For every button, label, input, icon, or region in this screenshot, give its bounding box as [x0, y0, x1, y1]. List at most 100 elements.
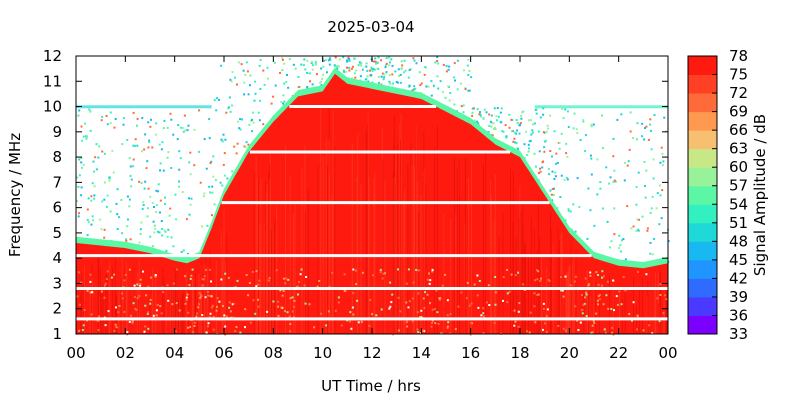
noise-speckle	[80, 125, 83, 128]
texture-dot	[110, 276, 113, 279]
noise-speckle	[178, 185, 180, 188]
noise-speckle	[346, 60, 349, 63]
noise-speckle	[213, 203, 216, 206]
noise-speckle	[354, 76, 357, 79]
x-tick-label: 06	[214, 344, 233, 362]
noise-speckle	[170, 167, 173, 169]
texture-dot	[446, 327, 449, 330]
noise-speckle	[644, 127, 646, 129]
noise-speckle	[258, 119, 261, 122]
texture-dot	[506, 269, 509, 271]
noise-speckle	[158, 143, 161, 146]
texture-dot	[419, 316, 421, 318]
texture-dot	[147, 285, 150, 288]
texture-dot	[113, 329, 116, 332]
noise-speckles	[76, 56, 670, 270]
noise-speckle	[371, 68, 374, 70]
texture-dot	[648, 324, 651, 327]
noise-speckle	[366, 69, 369, 72]
noise-speckle	[375, 62, 377, 65]
noise-speckle	[113, 126, 116, 129]
noise-speckle	[351, 77, 354, 80]
noise-speckle	[612, 137, 615, 140]
texture-dot	[331, 271, 334, 274]
noise-speckle	[390, 58, 393, 61]
texture-dot	[581, 312, 584, 315]
noise-speckle	[646, 227, 649, 230]
noise-speckle	[576, 132, 579, 135]
texture-dot	[244, 326, 246, 329]
noise-speckle	[649, 123, 652, 126]
texture-dot	[255, 270, 258, 273]
noise-speckle	[159, 199, 162, 202]
noise-speckle	[224, 138, 227, 141]
noise-speckle	[660, 146, 663, 149]
noise-speckle	[178, 168, 181, 171]
noise-speckle	[478, 113, 481, 116]
texture-dot	[201, 314, 204, 316]
noise-speckle	[565, 152, 568, 155]
texture-dot	[493, 321, 496, 324]
texture-dot	[389, 305, 392, 308]
texture-dot	[210, 306, 213, 309]
y-tick-label: 12	[43, 47, 62, 65]
texture-dot	[104, 282, 107, 285]
noise-speckle	[355, 69, 358, 72]
noise-speckle	[548, 173, 551, 176]
noise-speckle	[89, 129, 92, 132]
texture-dot	[405, 282, 408, 285]
noise-speckle	[382, 78, 385, 81]
texture-dot	[343, 273, 346, 276]
noise-speckle	[424, 66, 427, 69]
noise-speckle	[547, 127, 550, 130]
noise-speckle	[636, 228, 639, 231]
texture-dot	[134, 307, 137, 310]
noise-speckle	[168, 214, 171, 217]
texture-dot	[615, 295, 618, 298]
noise-speckle	[82, 135, 85, 138]
noise-speckle	[103, 198, 106, 201]
noise-speckle	[391, 64, 394, 67]
noise-speckle	[228, 106, 230, 109]
noise-speckle	[208, 185, 211, 188]
colorbar-tick-label: 54	[729, 195, 748, 213]
noise-speckle	[576, 177, 579, 180]
texture-dot	[632, 301, 635, 304]
texture-dot	[155, 309, 158, 312]
colorbar-segment	[688, 204, 717, 224]
noise-speckle	[553, 130, 556, 133]
texture-dot	[426, 278, 429, 281]
texture-dot	[236, 279, 239, 282]
texture-dot	[513, 324, 516, 327]
noise-speckle	[238, 127, 241, 130]
texture-dot	[616, 303, 619, 306]
noise-speckle	[103, 228, 106, 231]
texture-dot	[244, 308, 247, 311]
noise-speckle	[546, 124, 549, 127]
noise-speckle	[531, 123, 534, 126]
noise-speckle	[380, 75, 383, 78]
texture-dot	[439, 297, 442, 300]
noise-speckle	[116, 188, 119, 191]
noise-speckle	[561, 108, 564, 110]
noise-speckle	[134, 138, 137, 141]
noise-speckle	[78, 174, 81, 177]
noise-speckle	[162, 169, 165, 172]
noise-speckle	[413, 59, 416, 62]
texture-dot	[482, 332, 485, 334]
noise-speckle	[164, 196, 166, 199]
texture-dot	[607, 307, 610, 310]
texture-dot	[573, 280, 576, 283]
noise-speckle	[138, 180, 141, 183]
noise-speckle	[628, 148, 631, 151]
noise-speckle	[508, 113, 511, 116]
x-tick-label: 16	[461, 344, 480, 362]
noise-speckle	[202, 195, 205, 198]
noise-speckle	[616, 118, 619, 121]
noise-speckle	[169, 207, 172, 210]
noise-speckle	[371, 81, 374, 84]
noise-speckle	[565, 142, 568, 145]
noise-speckle	[132, 165, 135, 168]
noise-speckle	[77, 215, 80, 218]
texture-dot	[430, 325, 433, 328]
